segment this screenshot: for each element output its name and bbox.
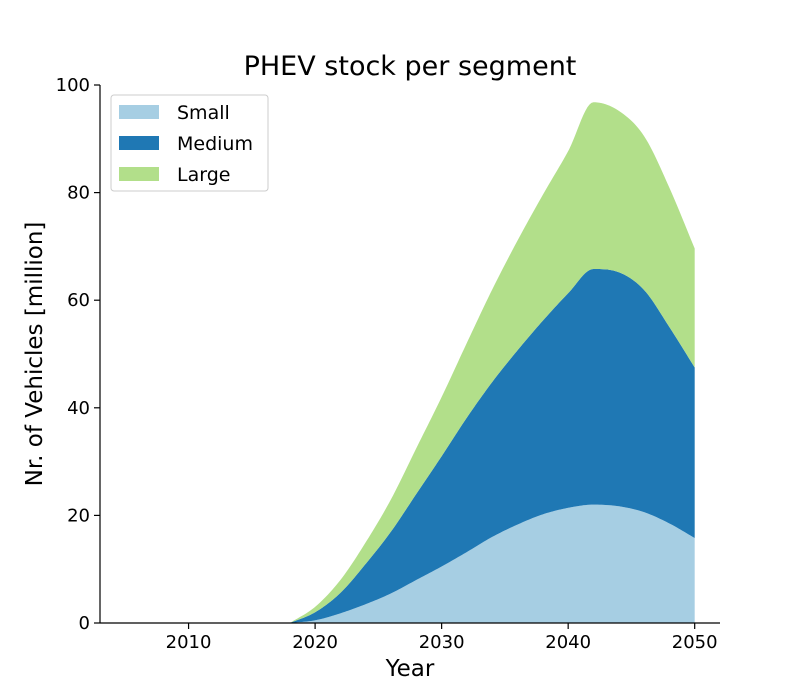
y-tick-label: 100 [56,75,90,96]
x-tick-label: 2030 [419,632,465,653]
x-tick-label: 2050 [672,632,718,653]
y-tick-label: 40 [67,398,90,419]
y-tick-label: 60 [67,290,90,311]
chart-title: PHEV stock per segment [244,51,577,82]
legend: Small Medium Large [110,94,269,192]
y-tick-label: 0 [79,613,90,634]
legend-swatch-large [119,167,159,181]
x-tick-label: 2010 [166,632,212,653]
y-tick-label: 80 [67,183,90,204]
area-layers [289,102,695,624]
y-axis-label: Nr. of Vehicles [million] [22,222,48,487]
x-tick-label: 2040 [545,632,591,653]
axes [99,85,720,624]
x-tick-label: 2020 [292,632,338,653]
legend-swatch-small [119,105,159,119]
legend-swatch-medium [119,136,159,150]
y-tick-label: 20 [67,505,90,526]
area-medium [289,269,695,623]
legend-label-large: Large [177,164,230,186]
legend-label-small: Small [177,102,230,124]
area-large [289,102,695,624]
area-small [289,504,695,623]
legend-label-medium: Medium [177,133,253,155]
x-axis-label: Year [385,656,435,682]
